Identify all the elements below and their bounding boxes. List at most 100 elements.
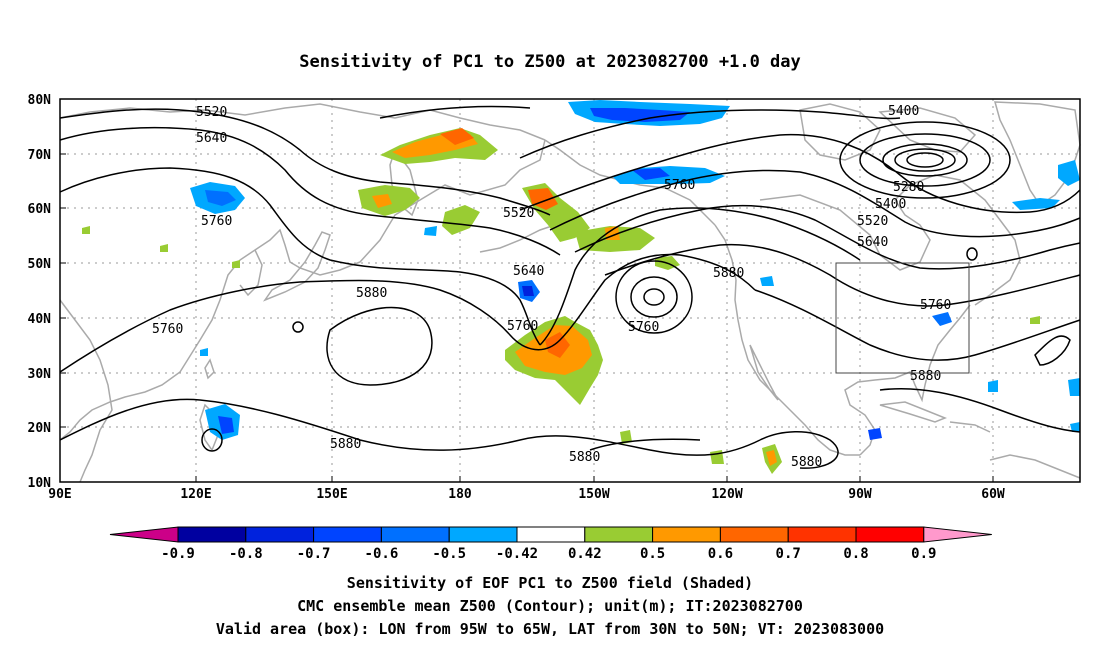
- shade-negative: [868, 428, 882, 440]
- lat-label: 80N: [28, 93, 52, 108]
- longitude-labels: 90E 120E 150E 180 150W 120W 90W 60W: [48, 487, 1005, 502]
- shade-positive: [766, 450, 777, 466]
- contour-label: 5640: [513, 264, 544, 279]
- colorbar-label: 0.7: [776, 546, 801, 562]
- lat-label: 50N: [28, 257, 52, 272]
- contour-label: 5400: [888, 104, 919, 119]
- colorbar-low-end: [109, 526, 179, 543]
- shade-negative: [1058, 160, 1080, 186]
- shade-positive: [620, 430, 632, 444]
- colorbar-label: -0.6: [365, 546, 399, 562]
- z500-contours: [59, 105, 1081, 469]
- shade-positive: [1030, 316, 1040, 324]
- latitude-labels: 80N 70N 60N 50N 40N 30N 20N 10N: [28, 93, 52, 491]
- colorbar-label: 0.5: [640, 546, 665, 562]
- lat-label: 10N: [28, 476, 52, 491]
- caption-line-2: CMC ensemble mean Z500 (Contour); unit(m…: [297, 597, 803, 615]
- contour-label: 5400: [875, 197, 906, 212]
- shade-negative: [1068, 378, 1080, 396]
- colorbar-segment: [516, 526, 586, 543]
- shade-positive: [424, 226, 437, 236]
- map-panel: 5520 5640 5760 5760 5520 5640 5880 5760 …: [59, 98, 1081, 483]
- caption: Sensitivity of EOF PC1 to Z500 field (Sh…: [216, 574, 884, 638]
- shade-negative: [760, 276, 774, 286]
- sensitivity-shading: [82, 100, 1080, 474]
- shade-negative: [932, 312, 952, 326]
- lat-label: 20N: [28, 421, 52, 436]
- lon-label: 120W: [711, 487, 742, 502]
- colorbar-segment: [855, 526, 925, 543]
- colorbar-label: -0.42: [496, 546, 538, 562]
- shade-positive: [545, 332, 570, 358]
- shade-negative: [1070, 422, 1080, 432]
- contour-label: 5760: [920, 298, 951, 313]
- contour-labels: 5520 5640 5760 5760 5520 5640 5880 5760 …: [152, 104, 951, 470]
- lon-label: 90E: [48, 487, 71, 502]
- colorbar-label: 0.8: [843, 546, 868, 562]
- contour-label: 5640: [857, 235, 888, 250]
- colorbar-label: -0.7: [297, 546, 331, 562]
- contour-label: 5520: [857, 214, 888, 229]
- colorbar-label: -0.8: [229, 546, 263, 562]
- colorbar-label: 0.6: [708, 546, 733, 562]
- lat-label: 60N: [28, 202, 52, 217]
- map-border: [59, 98, 1081, 483]
- shade-positive: [82, 226, 90, 234]
- contour-label: 5760: [664, 178, 695, 193]
- lon-label: 60W: [981, 487, 1005, 502]
- lon-label: 90W: [848, 487, 872, 502]
- shade-negative: [522, 286, 534, 296]
- lon-label: 150E: [316, 487, 347, 502]
- shade-negative: [632, 168, 670, 180]
- lon-label: 180: [448, 487, 472, 502]
- colorbar-segment: [584, 526, 654, 543]
- figure-title: Sensitivity of PC1 to Z500 at 2023082700…: [299, 52, 801, 72]
- colorbar-segment: [448, 526, 518, 543]
- shade-positive: [710, 450, 724, 464]
- shade-positive: [232, 260, 240, 268]
- shade-positive: [440, 128, 474, 145]
- colorbar: -0.9 -0.8 -0.7 -0.6 -0.5 -0.42 0.42 0.5 0.6 0.7 0.…: [109, 526, 992, 562]
- shade-negative: [205, 190, 236, 206]
- colorbar-segment: [380, 526, 450, 543]
- colorbar-high-end: [923, 526, 992, 543]
- contour-label: 5880: [791, 455, 822, 470]
- colorbar-segment: [719, 526, 789, 543]
- colorbar-segment: [313, 526, 382, 543]
- contour-label: 5280: [893, 180, 924, 195]
- contour-label: 5520: [503, 206, 534, 221]
- contour-label: 5520: [196, 105, 227, 120]
- shade-negative: [988, 380, 998, 392]
- shade-positive: [442, 205, 480, 235]
- caption-line-3: Valid area (box): LON from 95W to 65W, L…: [216, 620, 884, 638]
- lon-label: 120E: [180, 487, 211, 502]
- colorbar-segment: [177, 526, 247, 543]
- shade-negative: [590, 108, 690, 122]
- colorbar-segment: [245, 526, 315, 543]
- contour-label: 5880: [713, 266, 744, 281]
- lat-label: 70N: [28, 148, 52, 163]
- contour-label: 5640: [196, 131, 227, 146]
- shade-negative: [200, 348, 208, 356]
- contour-label: 5880: [330, 437, 361, 452]
- colorbar-label: -0.5: [432, 546, 466, 562]
- contour-label: 5760: [628, 320, 659, 335]
- contour-label: 5760: [507, 319, 538, 334]
- colorbar-segment: [787, 526, 857, 543]
- colorbar-segment: [652, 526, 721, 543]
- colorbar-label: 0.9: [911, 546, 936, 562]
- contour-label: 5880: [569, 450, 600, 465]
- lat-label: 40N: [28, 312, 52, 327]
- caption-line-1: Sensitivity of EOF PC1 to Z500 field (Sh…: [347, 574, 753, 592]
- contour-label: 5760: [152, 322, 183, 337]
- colorbar-label: -0.9: [161, 546, 195, 562]
- shade-negative: [1012, 198, 1060, 210]
- colorbar-label: 0.42: [568, 546, 602, 562]
- shade-positive: [160, 244, 168, 252]
- contour-label: 5760: [201, 214, 232, 229]
- lat-label: 30N: [28, 367, 52, 382]
- shade-positive: [372, 194, 392, 208]
- valid-area-box: [835, 262, 970, 374]
- shade-negative: [218, 416, 234, 434]
